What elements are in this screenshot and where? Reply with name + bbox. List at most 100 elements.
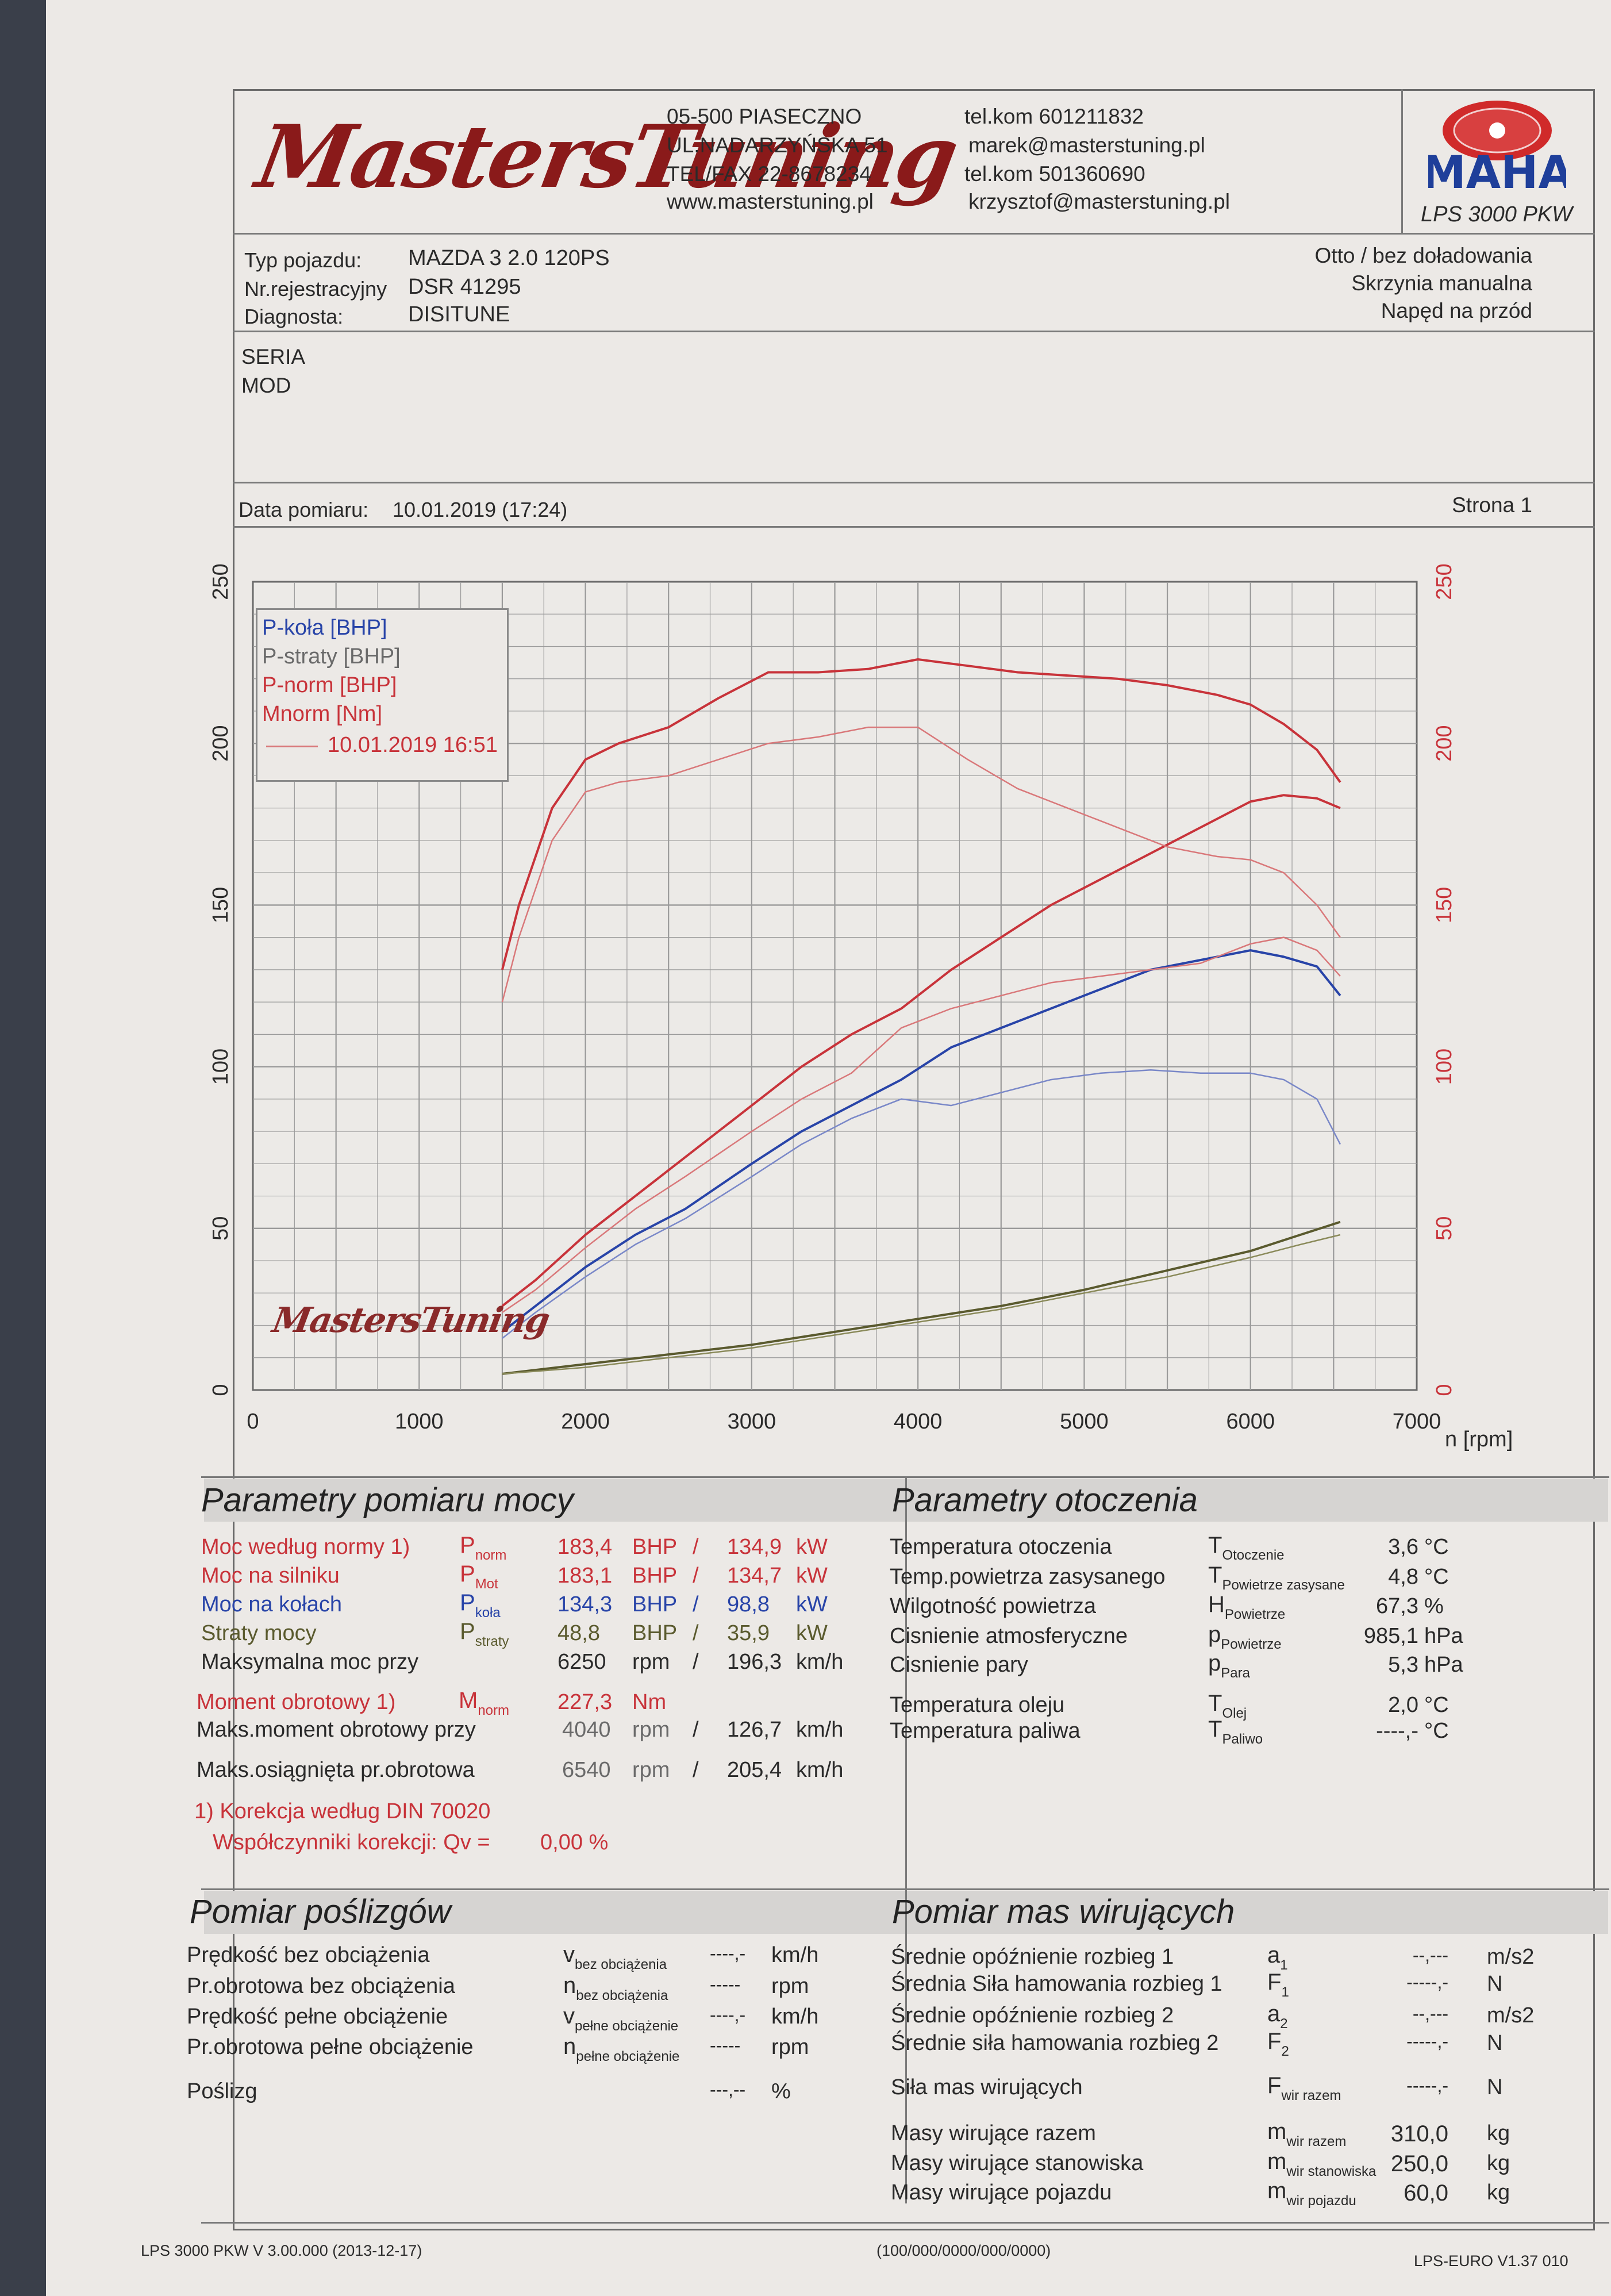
torque-rpm-value2: 126,7 bbox=[727, 1718, 782, 1742]
chart-legend: P-koła [BHP] P-straty [BHP] P-norm [BHP]… bbox=[256, 608, 509, 782]
header-contact-3: tel.kom 501360690 bbox=[964, 162, 1145, 186]
power-row-label: Maksymalna moc przy bbox=[201, 1650, 418, 1674]
slip-row-symbol: npełne obciążenie bbox=[563, 2034, 680, 2064]
page-number: Strona 1 bbox=[1452, 493, 1532, 517]
mass-row-symbol: mwir razem bbox=[1267, 2119, 1347, 2149]
power-row-value2: 98,8 bbox=[727, 1592, 770, 1617]
power-row-unit1: BHP bbox=[632, 1564, 678, 1588]
env-row-value: 2,0 bbox=[1388, 1693, 1418, 1717]
env-row-label: Cisnienie atmosferyczne bbox=[890, 1624, 1128, 1648]
env-row-value: 5,3 bbox=[1388, 1653, 1418, 1677]
env-row-unit: °C bbox=[1424, 1565, 1449, 1589]
mass-row-value: 60,0 bbox=[1404, 2180, 1448, 2206]
env-row-symbol: pPara bbox=[1208, 1650, 1250, 1681]
torque-rpm-value1: 4040 bbox=[562, 1718, 611, 1742]
slip-row-value: ----,- bbox=[710, 1943, 746, 1964]
power-row-unit1: rpm bbox=[632, 1650, 670, 1674]
torque-rpm-unit1: rpm bbox=[632, 1718, 670, 1742]
slip-row-value: ---,-- bbox=[710, 2079, 746, 2100]
masses-section-bar bbox=[907, 1891, 1608, 1934]
slip-row-unit: km/h bbox=[771, 2005, 819, 2029]
date-bottom-line bbox=[233, 526, 1595, 528]
header-contact-4: krzysztof@masterstuning.pl bbox=[968, 190, 1230, 213]
mass-row-value: --,--- bbox=[1412, 2003, 1448, 2024]
power-row-unit1: BHP bbox=[632, 1621, 678, 1645]
power-row-unit2: kW bbox=[796, 1592, 828, 1617]
vehicle-drive: Napęd na przód bbox=[1381, 299, 1532, 322]
report-frame bbox=[233, 89, 1595, 2230]
torque-rpm-unit2: km/h bbox=[796, 1718, 844, 1742]
mass-row-unit: m/s2 bbox=[1487, 1945, 1535, 1969]
mass-row-symbol: mwir pojazdu bbox=[1267, 2178, 1356, 2209]
footer-center: (100/000/0000/000/0000) bbox=[876, 2242, 1051, 2259]
note-mod: MOD bbox=[241, 374, 291, 397]
maha-logo-text: MAHA bbox=[1428, 147, 1566, 198]
legend-compare-date: 10.01.2019 16:51 bbox=[328, 733, 498, 757]
mass-row-unit: kg bbox=[1487, 2121, 1510, 2145]
mass-row-label: Średnia Siła hamowania rozbieg 1 bbox=[891, 1972, 1222, 1996]
slip-row-unit: rpm bbox=[771, 1974, 809, 1998]
y-tick-label-left: 200 bbox=[209, 725, 233, 761]
power-row-value1: 134,3 bbox=[557, 1592, 613, 1617]
dyno-report-sheet: MastersTuning 05-500 PIASECZNO UL.NADARZ… bbox=[46, 0, 1611, 2296]
legend-p-kola: P-koła [BHP] bbox=[262, 616, 387, 640]
mass-row-value: 250,0 bbox=[1390, 2151, 1448, 2176]
measure-date-value: 10.01.2019 (17:24) bbox=[393, 498, 568, 521]
mass-row-unit: N bbox=[1487, 2075, 1503, 2099]
slip-row-symbol: vbez obciążenia bbox=[563, 1942, 667, 1972]
header-contact-2: marek@masterstuning.pl bbox=[968, 133, 1205, 157]
env-row-value: 67,3 bbox=[1376, 1594, 1418, 1618]
slip-section-bar bbox=[204, 1891, 905, 1934]
legend-p-norm: P-norm [BHP] bbox=[262, 673, 397, 697]
mass-row-label: Średnie opóźnienie rozbieg 2 bbox=[891, 2003, 1174, 2028]
slip-row-label: Pr.obrotowa pełne obciążenie bbox=[187, 2035, 474, 2059]
slip-row-symbol: vpełne obciążenie bbox=[563, 2003, 679, 2034]
vehicle-reg-value: DSR 41295 bbox=[408, 275, 521, 299]
correction-coeff-value: 0,00 % bbox=[540, 1830, 609, 1855]
slip-row-value: ----,- bbox=[710, 2005, 746, 2025]
mass-row-label: Masy wirujące razem bbox=[891, 2121, 1096, 2145]
power-row-unit2: kW bbox=[796, 1564, 828, 1588]
lower-sections-line bbox=[201, 1888, 1609, 1890]
max-rpm-label: Maks.osiągnięta pr.obrotowa bbox=[197, 1758, 475, 1782]
vehicle-type-label: Typ pojazdu: bbox=[244, 248, 362, 272]
y-tick-label-left: 150 bbox=[209, 887, 233, 923]
max-rpm-sep: / bbox=[693, 1758, 699, 1782]
power-row-label: Moc na kołach bbox=[201, 1592, 343, 1617]
slip-row-value: ----- bbox=[710, 2035, 741, 2056]
env-row-unit: °C bbox=[1424, 1719, 1449, 1743]
env-row-unit: °C bbox=[1424, 1693, 1449, 1717]
slip-row-unit: km/h bbox=[771, 1943, 819, 1967]
slip-row-label: Pr.obrotowa bez obciążenia bbox=[187, 1974, 455, 1998]
mass-row-value: --,--- bbox=[1412, 1945, 1448, 1965]
power-row-value1: 48,8 bbox=[557, 1621, 600, 1645]
vehicle-diag-label: Diagnosta: bbox=[244, 305, 344, 328]
vehicle-bottom-line bbox=[233, 331, 1595, 332]
vehicle-reg-label: Nr.rejestracyjny bbox=[244, 277, 387, 301]
header-bottom-line bbox=[233, 233, 1595, 235]
legend-p-straty: P-straty [BHP] bbox=[262, 644, 401, 669]
chart-watermark-logo: MastersTuning bbox=[269, 1300, 552, 1341]
power-row-symbol: Pkoła bbox=[460, 1590, 501, 1621]
mass-row-value: -----,- bbox=[1406, 2031, 1448, 2052]
torque-value: 227,3 bbox=[557, 1690, 613, 1714]
mass-row-label: Siła mas wirujących bbox=[891, 2075, 1083, 2099]
slip-row-value: ----- bbox=[710, 1974, 741, 1995]
power-section-title: Parametry pomiaru mocy bbox=[201, 1481, 574, 1519]
power-row-sep: / bbox=[693, 1592, 699, 1617]
slip-section-title: Pomiar poślizgów bbox=[190, 1893, 451, 1930]
env-row-symbol: TPaliwo bbox=[1208, 1717, 1263, 1747]
env-row-value: ----,- bbox=[1376, 1719, 1418, 1743]
device-name: LPS 3000 PKW bbox=[1421, 202, 1573, 226]
mass-row-label: Średnie siła hamowania rozbieg 2 bbox=[891, 2031, 1219, 2055]
mass-row-symbol: F1 bbox=[1267, 1969, 1289, 2000]
power-row-value1: 6250 bbox=[557, 1650, 606, 1674]
power-row-sep: / bbox=[693, 1650, 699, 1674]
slip-row-unit: rpm bbox=[771, 2035, 809, 2059]
power-row-unit2: kW bbox=[796, 1621, 828, 1645]
slip-row-label: Prędkość bez obciążenia bbox=[187, 1943, 430, 1967]
env-row-label: Wilgotność powietrza bbox=[890, 1594, 1097, 1618]
mass-row-unit: N bbox=[1487, 2031, 1503, 2055]
power-row-value1: 183,4 bbox=[557, 1535, 613, 1559]
mass-row-label: Masy wirujące stanowiska bbox=[891, 2151, 1144, 2175]
